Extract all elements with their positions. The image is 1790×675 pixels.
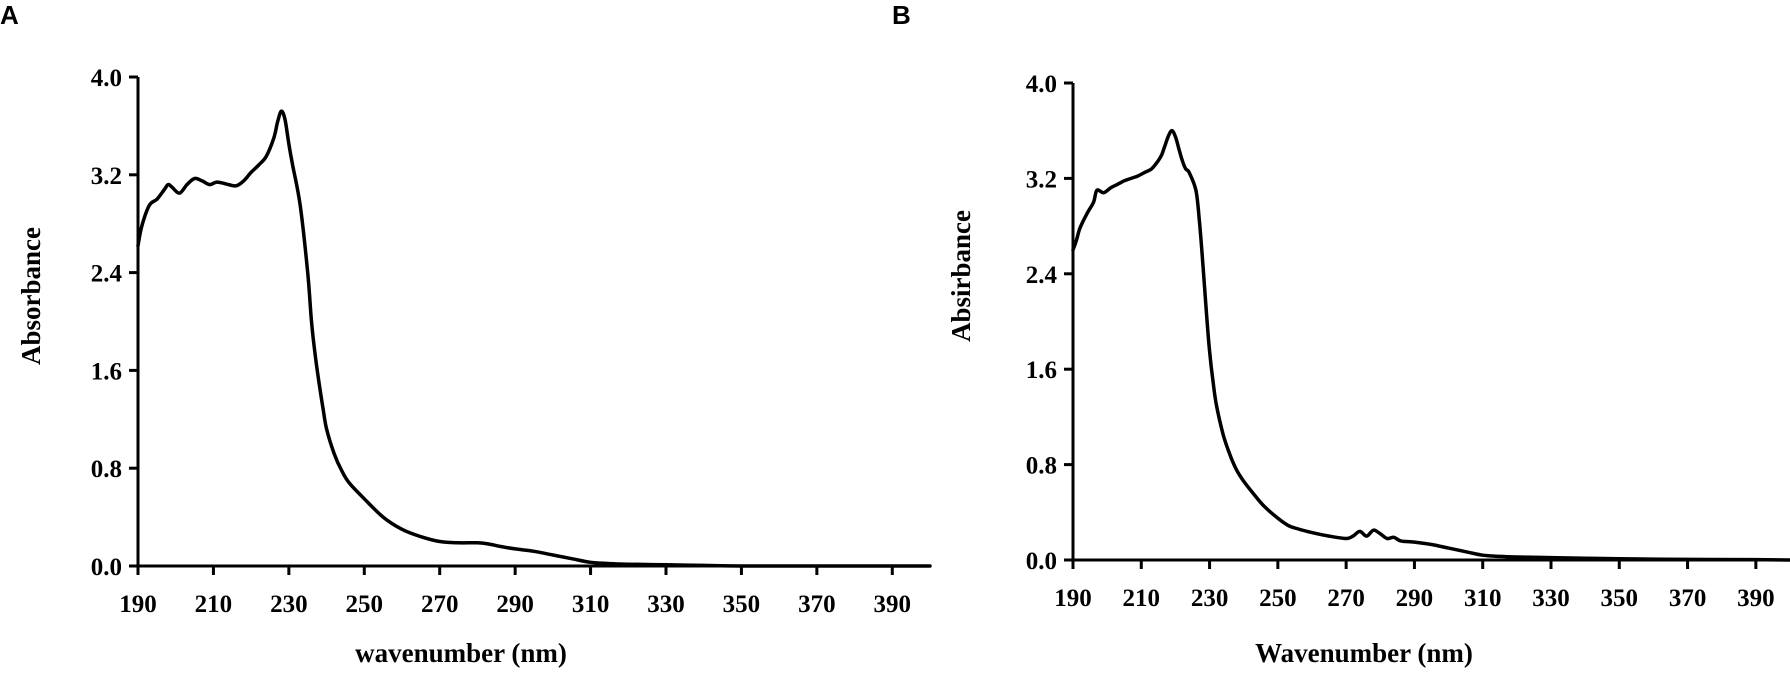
x-tick-label: 230: [1191, 585, 1229, 612]
x-tick-label: 330: [1532, 585, 1570, 612]
x-tick-label: 390: [1737, 585, 1775, 612]
x-tick-label: 350: [1601, 585, 1639, 612]
x-tick-label: 310: [1464, 585, 1502, 612]
x-tick-label: 390: [874, 591, 912, 618]
panel-b-chart: B 0.0 0.8 1.6 2.4 3.2 4.0 190 210 230 250 270 290 3…: [892, 0, 1790, 668]
x-tick-label: 370: [798, 591, 836, 618]
x-tick-label: 190: [119, 591, 157, 618]
panel-b-x-axis: 190 210 230 250 270 290 310 330 350 370 390: [1054, 560, 1775, 612]
panel-b-y-axis: 0.0 0.8 1.6 2.4 3.2 4.0: [1026, 71, 1073, 575]
x-tick-label: 350: [723, 591, 761, 618]
panel-b-x-axis-title: Wavenumber (nm): [1255, 638, 1473, 668]
x-tick-label: 250: [346, 591, 384, 618]
panel-a-spectrum-line: [136, 109, 932, 568]
panel-a-y-axis: 0.0 0.8 1.6 2.4 3.2 4.0: [91, 65, 138, 581]
x-tick-label: 210: [195, 591, 233, 618]
x-tick-label: 190: [1054, 585, 1092, 612]
x-tick-label: 230: [270, 591, 308, 618]
y-tick-label: 3.2: [91, 163, 122, 190]
panel-a-y-axis-title: Absorbance: [16, 227, 46, 365]
y-tick-label: 1.6: [91, 358, 122, 385]
panel-a-x-axis-title: wavenumber (nm): [355, 638, 567, 668]
y-tick-label: 0.8: [1026, 453, 1057, 480]
y-tick-label: 0.0: [1026, 548, 1057, 575]
panel-a-chart: A 0.0 0.8 1.6 2.4 3.2 4.0 190 210 230 250 270 290 3…: [0, 0, 932, 668]
y-tick-label: 1.6: [1026, 357, 1057, 384]
y-tick-label: 2.4: [91, 261, 123, 288]
y-tick-label: 2.4: [1026, 262, 1058, 289]
panel-a-axes: [136, 77, 930, 568]
panel-b-spectrum-line: [1071, 128, 1790, 562]
x-tick-label: 290: [1396, 585, 1434, 612]
y-tick-label: 0.0: [91, 554, 122, 581]
y-tick-label: 4.0: [1026, 71, 1057, 98]
y-tick-label: 0.8: [91, 456, 122, 483]
panel-b-y-axis-title: Absirbance: [946, 210, 976, 342]
y-tick-label: 3.2: [1026, 166, 1057, 193]
x-tick-label: 250: [1259, 585, 1297, 612]
panel-a-letter: A: [0, 0, 19, 30]
x-tick-label: 330: [647, 591, 685, 618]
x-tick-label: 270: [421, 591, 459, 618]
x-tick-label: 370: [1669, 585, 1707, 612]
y-tick-label: 4.0: [91, 65, 122, 92]
panel-b-axes: [1071, 83, 1790, 562]
x-tick-label: 290: [496, 591, 534, 618]
panel-a-x-axis: 190 210 230 250 270 290 310 330 350 370 390: [119, 566, 911, 618]
panel-b-letter: B: [892, 0, 911, 30]
x-tick-label: 210: [1123, 585, 1161, 612]
x-tick-label: 270: [1327, 585, 1365, 612]
x-tick-label: 310: [572, 591, 610, 618]
